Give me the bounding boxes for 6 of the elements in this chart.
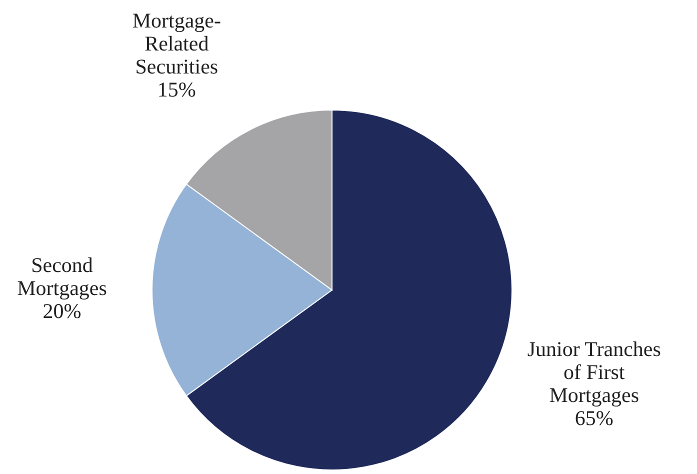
data-label: 15%	[157, 77, 196, 102]
data-label: 65%	[574, 406, 614, 430]
slice-label: Second Mortgages	[17, 252, 107, 300]
data-label: 20%	[42, 298, 82, 323]
slice-label: Mortgage-Related Securities	[132, 8, 221, 78]
slice-label: Junior Tranches of First Mortgages	[527, 336, 661, 407]
